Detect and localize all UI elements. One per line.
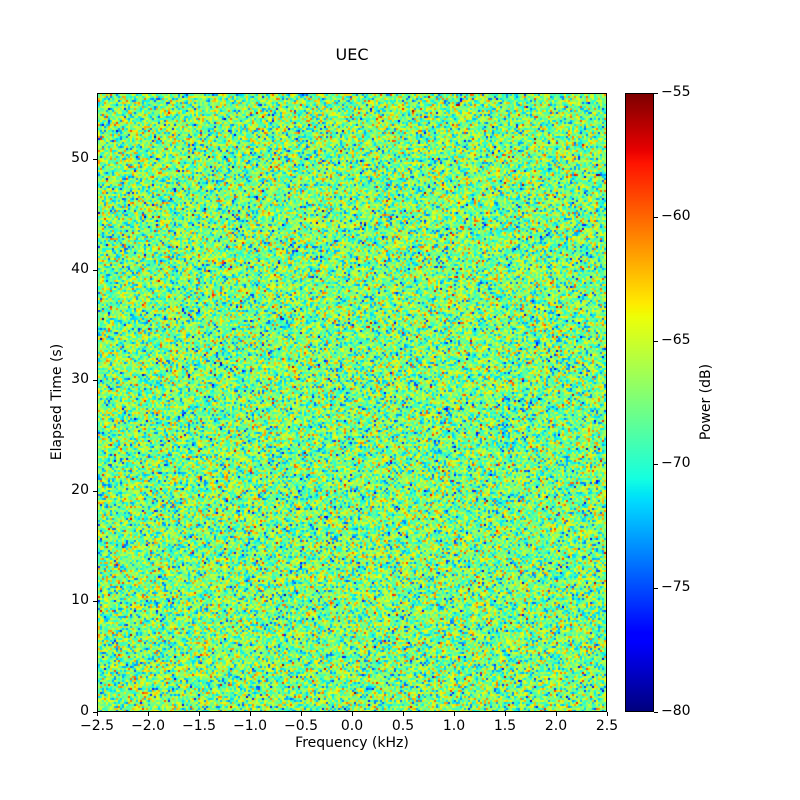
colorbar-tick-label: −55 — [661, 84, 691, 100]
x-tick-mark — [505, 712, 506, 716]
x-tick-mark — [454, 712, 455, 716]
y-tick-label: 40 — [71, 260, 89, 277]
x-tick-mark — [607, 712, 608, 716]
y-tick-mark — [93, 380, 97, 382]
colorbar-tick-mark — [654, 216, 658, 218]
x-tick-label: −0.5 — [284, 718, 318, 734]
y-tick-label: 50 — [71, 150, 89, 167]
x-tick-label: 1.5 — [493, 718, 517, 734]
x-tick-mark — [556, 712, 557, 716]
plot-title: UEC — [335, 45, 369, 64]
x-tick-label: 1.0 — [442, 718, 466, 734]
x-tick-label: −1.0 — [233, 718, 267, 734]
y-tick-mark — [93, 269, 97, 271]
y-axis-label: Elapsed Time (s) — [49, 343, 65, 461]
colorbar-tick-label: −65 — [661, 331, 691, 348]
y-tick-mark — [93, 490, 97, 492]
y-tick-mark — [93, 601, 97, 603]
x-tick-mark — [301, 712, 302, 716]
x-axis-label: Frequency (kHz) — [295, 735, 409, 751]
x-tick-label: −1.5 — [182, 718, 216, 734]
x-tick-mark — [250, 712, 251, 716]
x-tick-mark — [352, 712, 353, 716]
colorbar — [625, 93, 654, 712]
colorbar-label: Power (dB) — [698, 363, 714, 441]
colorbar-tick-mark — [654, 93, 658, 94]
x-tick-mark — [199, 712, 200, 716]
x-tick-label: 0.5 — [391, 718, 415, 734]
x-tick-mark — [403, 712, 404, 716]
colorbar-tick-label: −70 — [661, 455, 691, 472]
plot-area — [97, 93, 607, 712]
y-tick-mark — [93, 712, 97, 713]
colorbar-tick-mark — [654, 588, 658, 590]
x-tick-label: 0.0 — [340, 718, 364, 734]
colorbar-canvas — [626, 94, 653, 711]
spectrogram-canvas — [98, 94, 606, 711]
x-tick-mark — [97, 712, 98, 716]
x-tick-label: 2.5 — [595, 718, 619, 734]
colorbar-tick-label: −80 — [661, 703, 691, 719]
colorbar-tick-label: −60 — [661, 207, 691, 224]
x-tick-label: −2.5 — [80, 718, 114, 734]
colorbar-tick-mark — [654, 340, 658, 342]
colorbar-tick-label: −75 — [661, 579, 691, 596]
colorbar-tick-mark — [654, 464, 658, 466]
x-tick-label: −2.0 — [131, 718, 165, 734]
x-tick-label: 2.0 — [544, 718, 568, 734]
y-tick-label: 30 — [71, 371, 89, 388]
y-tick-label: 20 — [71, 481, 89, 498]
colorbar-tick-mark — [654, 712, 658, 713]
y-tick-label: 0 — [80, 703, 89, 719]
x-tick-mark — [148, 712, 149, 716]
y-tick-mark — [93, 159, 97, 161]
y-tick-label: 10 — [71, 592, 89, 609]
